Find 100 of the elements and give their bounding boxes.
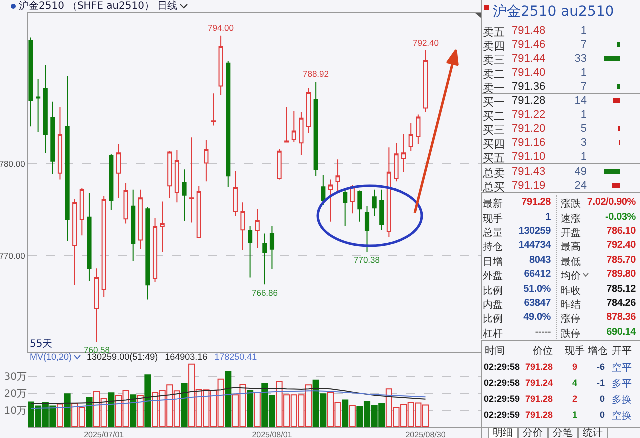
data-label: 1 (580, 108, 587, 120)
text: -6 (596, 362, 605, 372)
category-label: 时间 (485, 344, 505, 358)
category-label: 卖三 (483, 52, 505, 68)
data-label: 33 (574, 52, 587, 64)
category-label: 卖四 (483, 38, 505, 54)
data-label: 3 (580, 136, 587, 148)
category-label: 昨结 (561, 298, 581, 312)
data-label: 791.44 (512, 52, 546, 64)
category-label: 开盘 (561, 227, 581, 240)
category-label: 总量 (483, 226, 503, 240)
text: 4 (572, 378, 578, 388)
text: 02:29:58 (484, 362, 520, 372)
data-label: 791.16 (512, 136, 546, 148)
text: 786.10 (606, 226, 636, 237)
annotation: 55天 (30, 339, 53, 350)
category-label: 最高 (561, 240, 581, 254)
text: 1 (546, 212, 551, 223)
x-tick-label: 2025/08/01 (252, 430, 293, 438)
text: 164903.16 (165, 352, 208, 362)
data-label: 14 (574, 94, 587, 106)
category-label: 跌停 (561, 328, 581, 341)
category-label: 外盘 (483, 270, 503, 284)
category-label: 比例 (483, 312, 503, 326)
data-label: 791.40 (512, 66, 546, 78)
y-tick-label: 30万 (4, 372, 27, 384)
text: 878.36 (606, 312, 636, 324)
text: 空换 (612, 411, 632, 422)
text: 178250.41 (214, 352, 258, 362)
text: 空平 (612, 363, 632, 374)
category-label: 持仓 (483, 240, 503, 254)
text: 792.40 (606, 240, 636, 252)
text: 8043 (530, 254, 551, 266)
category-label: 涨停 (561, 312, 581, 326)
text: 785.12 (606, 284, 636, 295)
text: 63847 (524, 298, 551, 309)
data-label: 791.28 (512, 94, 546, 106)
tab: 明细 (488, 428, 518, 438)
chart-subtitle: （SHFE au2510） 日线 (67, 0, 178, 12)
data-label: 49 (574, 166, 587, 178)
category-label: 价位 (533, 345, 553, 358)
category-label: 比例 (483, 284, 503, 298)
text: 1 (572, 410, 578, 420)
text: 沪金2510 au2510 (493, 3, 614, 21)
text: 144734 (518, 240, 551, 252)
category-label: 买二 (483, 108, 505, 124)
tab: 统计 (578, 428, 608, 438)
text: 02:29:58 (484, 378, 520, 388)
text: -1 (596, 378, 605, 388)
category-label: 最低 (561, 256, 581, 269)
text: 785.70 (606, 254, 636, 266)
text: 51.0% (524, 284, 551, 295)
data-label: 791.20 (512, 122, 546, 134)
category-label: 开平 (612, 345, 632, 358)
tab: 分笔 (548, 428, 578, 438)
legend-title: MV(10,20) (30, 352, 72, 362)
chart-title: 沪金2510 (19, 0, 64, 12)
data-label: 791.48 (512, 24, 546, 36)
data-label: 791.36 (512, 80, 546, 92)
category-label: 总卖 (483, 166, 505, 180)
category-label: 速涨 (561, 212, 581, 226)
category-label: 日增 (483, 256, 503, 269)
data-label: 24 (574, 180, 587, 192)
category-label: 卖二 (483, 66, 505, 82)
data-label: 791.10 (512, 150, 546, 162)
text: 791.28 (525, 410, 553, 420)
y-tick-label: 780.00 (0, 159, 26, 170)
data-label: 791.43 (512, 166, 546, 178)
text: 791.28 (522, 197, 551, 208)
data-label: 791.19 (512, 180, 546, 192)
text: 66412 (524, 269, 551, 280)
annotation: 792.40 (413, 38, 440, 48)
text: 690.14 (606, 326, 636, 338)
data-label: 791.22 (512, 108, 546, 120)
category-label: 内盘 (483, 298, 503, 312)
annotation: 788.92 (303, 69, 330, 79)
annotation: 130259.00(51:49) (87, 352, 158, 362)
category-label: 最新 (483, 198, 503, 212)
annotation: 760.58 (84, 345, 110, 355)
text: -0.03% (606, 212, 636, 223)
text: 791.24 (525, 378, 553, 388)
text: ----- (535, 326, 551, 338)
category-label: 增仓 (588, 345, 608, 358)
text: 9 (572, 362, 578, 372)
text: 130259 (518, 226, 551, 237)
category-label: 买三 (483, 122, 505, 138)
text: 791.28 (525, 394, 553, 404)
data-label: 5 (580, 122, 587, 134)
data-label: 7 (580, 38, 587, 50)
text: 0 (600, 394, 605, 404)
text: 784.26 (606, 298, 636, 309)
category-label: 卖五 (483, 24, 505, 40)
data-label: 1 (580, 24, 587, 36)
x-tick-label: 2025/08/30 (406, 430, 446, 438)
category-label: 买五 (483, 150, 505, 166)
text: 多换 (612, 395, 632, 406)
y-tick-label: 10万 (4, 406, 27, 417)
text: 多平 (612, 379, 632, 390)
category-label: 现手 (483, 212, 503, 226)
data-label: 791.46 (512, 38, 546, 50)
